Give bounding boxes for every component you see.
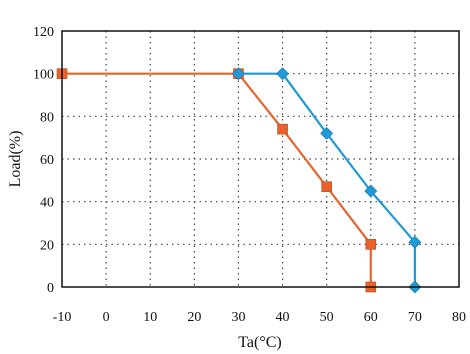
- data-point-diamond: [232, 67, 245, 81]
- data-point-square: [277, 123, 288, 135]
- x-tick-label: 70: [408, 310, 422, 325]
- data-point-diamond: [276, 67, 289, 81]
- y-tick-label: 100: [33, 68, 54, 83]
- y-tick-label: 40: [40, 196, 54, 211]
- x-tick-label: -10: [53, 310, 72, 325]
- data-point-diamond: [364, 184, 378, 198]
- x-tick-label: 20: [187, 310, 201, 325]
- y-tick-label: 20: [40, 238, 54, 253]
- x-tick-label: 10: [143, 310, 157, 325]
- y-tick-label: 80: [40, 110, 54, 125]
- series-line-2: [238, 72, 416, 287]
- data-point-square: [365, 239, 377, 250]
- y-tick-label: 120: [33, 25, 54, 40]
- x-tick-label: 40: [276, 310, 290, 325]
- x-axis-title: Ta(°C): [238, 334, 281, 351]
- y-tick-label: 0: [47, 281, 54, 296]
- y-tick-label: 60: [40, 153, 54, 168]
- series-layer: [56, 67, 422, 294]
- tick-labels: -10 0 10 20 30 40 50 60 70 80 0 20 40 60 80 100 120: [33, 25, 466, 325]
- x-tick-label: 0: [103, 310, 110, 325]
- x-tick-label: 60: [364, 310, 378, 325]
- plot-frame: [61, 30, 460, 288]
- data-point-diamond: [320, 126, 334, 140]
- grid: [62, 31, 459, 287]
- x-tick-label: 80: [452, 310, 466, 325]
- x-tick-label: 30: [231, 310, 245, 325]
- data-point-square: [321, 181, 332, 193]
- data-point-diamond: [408, 235, 422, 249]
- series-line-1: [62, 72, 372, 287]
- x-tick-label: 50: [320, 310, 334, 325]
- y-axis-title: Load(%): [7, 131, 24, 188]
